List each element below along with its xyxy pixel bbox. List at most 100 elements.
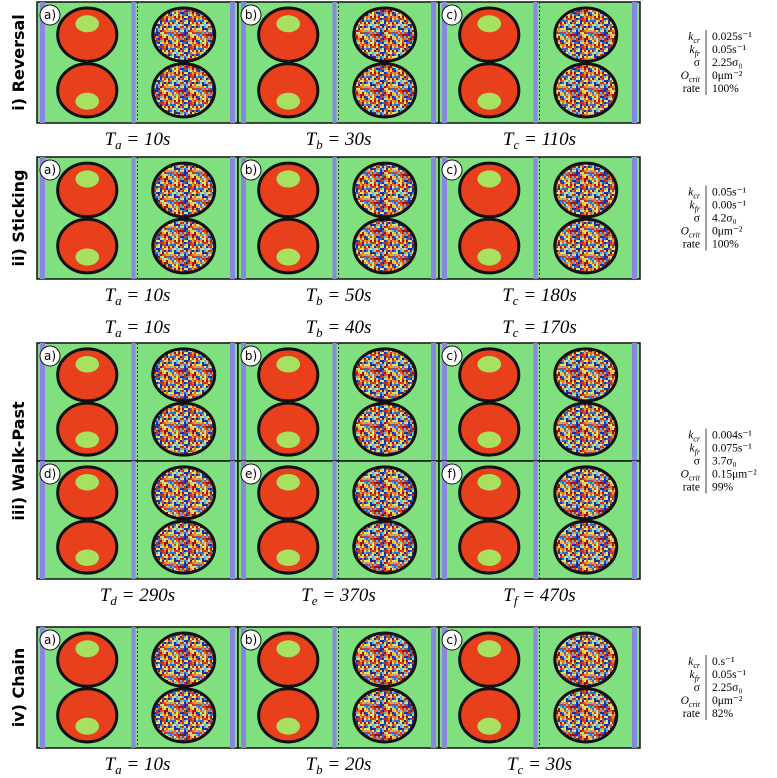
- stripe: [332, 343, 337, 461]
- stripe: [241, 461, 246, 579]
- row-label: i) Reversal: [9, 14, 28, 111]
- cell: [458, 519, 521, 575]
- stripe: [40, 2, 45, 123]
- time-label: Tb = 20s: [306, 754, 372, 777]
- stripe: [131, 2, 136, 123]
- cell: [553, 347, 619, 403]
- cell-inner: [75, 170, 100, 188]
- cell: [56, 62, 119, 119]
- param-key-sub: crit: [689, 473, 701, 482]
- stripe: [241, 627, 246, 748]
- time-symbol: T: [502, 317, 514, 338]
- stripe: [632, 627, 637, 748]
- cell: [257, 347, 320, 403]
- time-symbol: T: [503, 129, 515, 150]
- letter-badge: [39, 345, 61, 367]
- param-value: 0.s⁻¹: [712, 656, 735, 668]
- subfigure-letter: f): [448, 467, 457, 481]
- cell: [257, 6, 320, 63]
- stripe: [40, 157, 45, 279]
- time-sub: b: [316, 762, 323, 777]
- row-label: iii) Walk-Past: [9, 401, 28, 521]
- param-value: 0.00s⁻¹: [712, 199, 747, 211]
- time-sub: b: [316, 293, 323, 308]
- param-value: 0.05s⁻¹: [712, 44, 747, 56]
- cell: [553, 6, 619, 63]
- param-value: 2.25σ₀: [712, 682, 742, 694]
- cell: [257, 631, 320, 688]
- stripe: [533, 627, 538, 748]
- letter-badge: [240, 345, 262, 367]
- cell: [553, 519, 619, 575]
- cell-inner: [477, 549, 502, 567]
- stripe: [431, 461, 436, 579]
- param-key-base: σ: [694, 682, 701, 694]
- param-key-sub: fr: [695, 447, 701, 456]
- letter-badge: [39, 463, 61, 485]
- param-key-sub: fr: [695, 49, 701, 58]
- time-symbol: T: [306, 754, 318, 775]
- subfigure-letter: b): [245, 633, 257, 647]
- param-key: kfr: [690, 669, 701, 683]
- cell: [257, 161, 320, 219]
- time-symbol: T: [502, 285, 514, 306]
- param-key: Ocrit: [681, 225, 701, 239]
- cell-inner: [276, 431, 301, 449]
- param-key: kfr: [690, 442, 701, 456]
- param-key-sub: cr: [693, 661, 701, 670]
- time-label: Tf = 470s: [503, 585, 575, 608]
- time-sub: c: [518, 762, 524, 777]
- subfigure-letter: e): [245, 467, 257, 481]
- stripe: [332, 627, 337, 748]
- param-key: rate: [683, 238, 700, 250]
- cell: [151, 347, 217, 403]
- cell: [257, 519, 320, 575]
- stripe: [332, 2, 337, 123]
- cell: [151, 217, 217, 275]
- cell: [56, 401, 119, 457]
- cell: [56, 217, 119, 275]
- stripe: [442, 2, 447, 123]
- param-value: 0μm⁻²: [712, 695, 743, 707]
- param-key: kcr: [688, 656, 701, 670]
- cell: [56, 161, 119, 219]
- cell: [56, 687, 119, 744]
- time-sub: a: [115, 762, 122, 777]
- letter-badge: [240, 4, 262, 26]
- cell: [458, 6, 521, 63]
- time-symbol: T: [301, 585, 313, 606]
- time-sub: a: [115, 137, 122, 152]
- stripe: [241, 157, 246, 279]
- param-key-base: k: [690, 442, 696, 454]
- cell: [352, 6, 418, 63]
- param-key-sub: cr: [693, 434, 701, 443]
- time-rest: = 290s: [117, 585, 175, 606]
- letter-badge: [39, 629, 61, 651]
- cell: [553, 401, 619, 457]
- cell: [458, 687, 521, 744]
- cell: [257, 687, 320, 744]
- stripe: [131, 343, 136, 461]
- subfigure-letter: c): [446, 349, 457, 363]
- stripe: [632, 343, 637, 461]
- time-label: Tc = 110s: [503, 129, 576, 152]
- param-key-base: k: [690, 669, 696, 681]
- cell: [352, 687, 418, 744]
- time-rest: = 180s: [519, 285, 577, 306]
- cell: [352, 217, 418, 275]
- time-rest: = 10s: [122, 129, 171, 150]
- param-value: 3.7σ₀: [712, 455, 737, 467]
- cell-inner: [477, 15, 502, 33]
- cell: [151, 401, 217, 457]
- time-symbol: T: [306, 285, 318, 306]
- cell-inner: [75, 431, 100, 449]
- time-label: Tc = 170s: [502, 317, 577, 340]
- param-key: kfr: [690, 199, 701, 213]
- param-value: 82%: [712, 708, 734, 720]
- cell-inner: [75, 549, 100, 567]
- cell: [151, 465, 217, 521]
- cell-inner: [276, 170, 301, 188]
- cell-inner: [75, 717, 100, 735]
- time-sub: c: [513, 325, 519, 340]
